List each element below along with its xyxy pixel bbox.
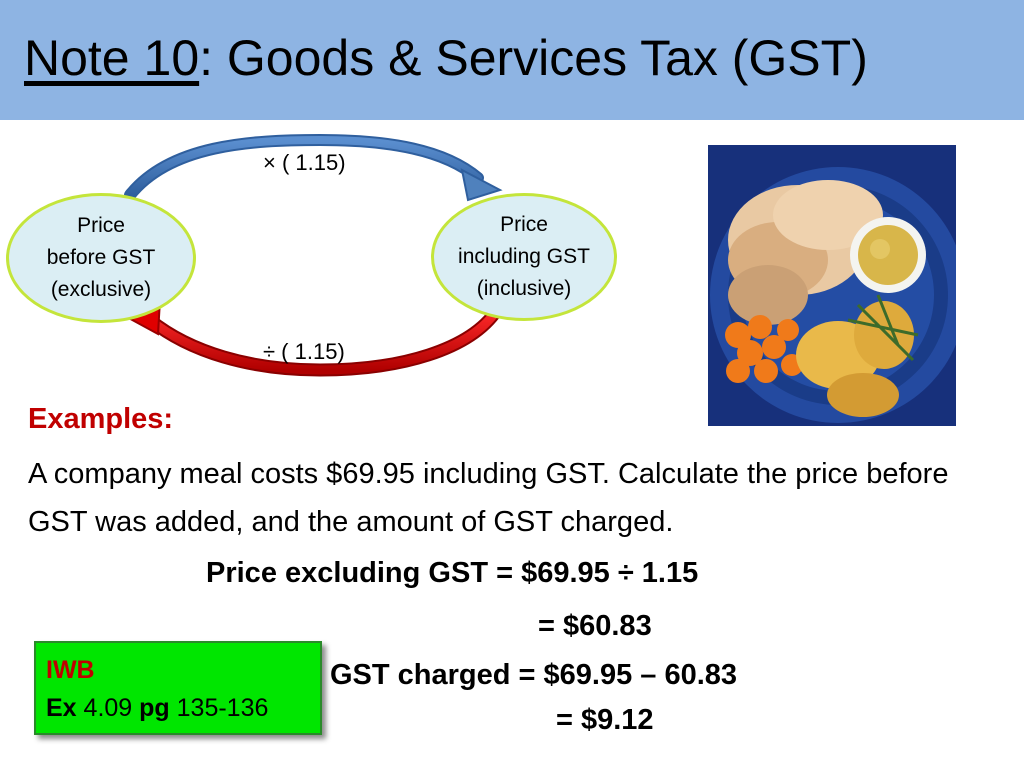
solution-line-price-excluding: Price excluding GST = $69.95 ÷ 1.15 (206, 557, 699, 589)
oval-line: (exclusive) (50, 278, 152, 301)
food-plate-photo (708, 145, 956, 426)
solution-line-gst-result: = $9.12 (556, 704, 654, 736)
solution-line-price-result: = $60.83 (538, 610, 652, 642)
multiply-operation-label: × ( 1.15) (263, 150, 346, 175)
title-bar: Note 10: Goods & Services Tax (GST) (0, 0, 1024, 120)
page-title: Note 10: Goods & Services Tax (GST) (24, 22, 868, 94)
oval-line: Price (77, 214, 125, 237)
solution-line-gst-charged: GST charged = $69.95 – 60.83 (330, 659, 738, 691)
multiply-arrow (124, 133, 503, 202)
example-problem-text: A company meal costs $69.95 including GS… (28, 458, 949, 538)
iwb-ex-value: 4.09 (76, 694, 140, 722)
price-including-gst-oval: Price including GST (inclusive) (431, 193, 617, 321)
divide-operation-label: ÷ ( 1.15) (263, 339, 345, 364)
iwb-exercise-box: IWB Ex 4.09 pg 135-136 (34, 641, 322, 735)
iwb-pg-label: pg (139, 694, 170, 722)
iwb-title: IWB (46, 656, 95, 684)
examples-heading: Examples: (28, 403, 174, 435)
oval-line: Price (500, 213, 548, 236)
title-topic: : Goods & Services Tax (GST) (199, 30, 868, 86)
oval-line: before GST (46, 246, 156, 269)
iwb-ex-label: Ex (46, 694, 77, 722)
iwb-pg-value: 135-136 (169, 694, 269, 722)
title-note-number: Note 10 (24, 30, 200, 86)
oval-line: including GST (458, 245, 590, 268)
price-before-gst-oval: Price before GST (exclusive) (6, 193, 196, 323)
conversion-arrows (122, 133, 504, 377)
oval-line: (inclusive) (476, 277, 572, 300)
